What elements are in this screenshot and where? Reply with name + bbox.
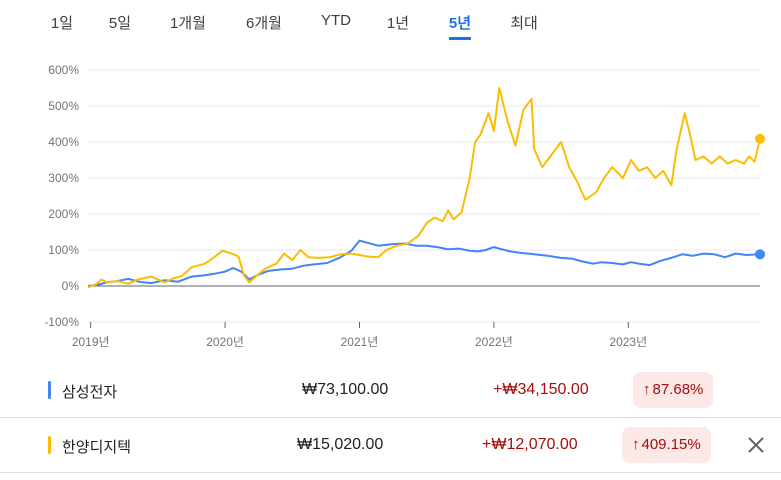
tab-1y[interactable]: 1년 — [386, 15, 410, 32]
y-axis-labels: 600% 500% 400% 300% 200% 100% 0% -100% — [44, 63, 79, 329]
tab-1d[interactable]: 1일 — [50, 15, 74, 32]
y-tick-label: 500% — [48, 99, 79, 113]
y-tick-label: 300% — [48, 171, 79, 185]
y-tick-label: 400% — [48, 135, 79, 149]
tab-max[interactable]: 최대 — [510, 15, 538, 32]
tab-5y[interactable]: 5년 — [448, 12, 472, 40]
arrow-up-icon: ↑ — [632, 436, 640, 453]
chart-gridlines — [88, 69, 760, 323]
tab-1m[interactable]: 1개월 — [170, 15, 206, 32]
stock-change: +₩12,070.00 — [482, 436, 578, 453]
x-tick-label: 2019년 — [72, 335, 110, 349]
compare-row-hanyang[interactable]: 한양디지텍 ₩15,020.00 +₩12,070.00 ↑ 409.15% — [0, 418, 781, 473]
stock-change: +₩34,150.00 — [493, 381, 589, 398]
chart-series — [87, 87, 765, 289]
x-tick-label: 2021년 — [341, 335, 379, 349]
y-tick-label: 200% — [48, 207, 79, 221]
stock-name: 삼성전자 — [62, 384, 118, 401]
x-tick-label: 2023년 — [609, 335, 647, 349]
comparison-line-chart: 600% 500% 400% 300% 200% 100% 0% -100% 2019년 202… — [44, 63, 765, 349]
y-tick-label: 600% — [48, 63, 79, 77]
series-endpoint-1 — [755, 133, 765, 144]
stock-name: 한양디지텍 — [62, 439, 132, 456]
y-tick-label: 100% — [48, 243, 79, 257]
x-tick-label: 2020년 — [206, 335, 244, 349]
y-tick-label: -100% — [44, 315, 79, 329]
percent-value: 409.15% — [641, 436, 701, 453]
time-range-tabs: 1일 5일 1개월 6개월 YTD 1년 5년 최대 — [0, 0, 781, 44]
close-icon[interactable] — [744, 433, 768, 457]
stock-price: ₩15,020.00 — [297, 436, 384, 453]
x-axis: 2019년 2020년 2021년 2022년 2023년 — [72, 322, 647, 349]
stock-percent-badge: ↑ 87.68% — [633, 372, 714, 408]
arrow-up-icon: ↑ — [643, 381, 651, 398]
percent-value: 87.68% — [652, 381, 704, 398]
series-color-swatch — [48, 436, 51, 454]
tab-5d[interactable]: 5일 — [108, 15, 132, 32]
series-endpoint-0 — [755, 249, 765, 260]
series-line-1 — [87, 87, 761, 289]
x-tick-label: 2022년 — [475, 335, 513, 349]
tab-6m[interactable]: 6개월 — [246, 15, 282, 32]
stock-price: ₩73,100.00 — [302, 381, 389, 398]
stock-percent-badge: ↑ 409.15% — [622, 427, 711, 463]
series-line-0 — [87, 239, 761, 287]
tab-ytd[interactable]: YTD — [321, 12, 351, 29]
compare-row-samsung[interactable]: 삼성전자 ₩73,100.00 +₩34,150.00 ↑ 87.68% — [0, 363, 781, 418]
y-tick-label: 0% — [62, 279, 80, 293]
series-color-swatch — [48, 381, 51, 399]
